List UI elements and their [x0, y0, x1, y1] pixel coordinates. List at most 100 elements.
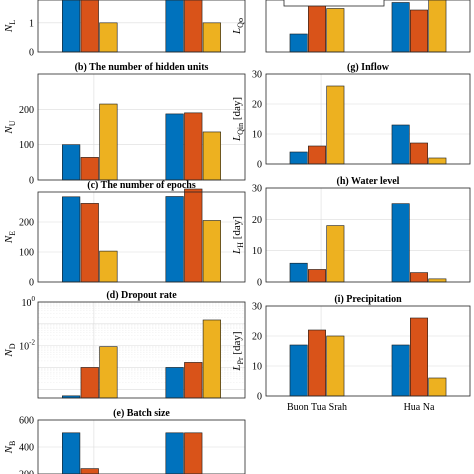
bar-e-s1-c2 — [165, 432, 184, 474]
y-axis-label: LQin [day] — [231, 97, 245, 142]
bar-i-s1-c2 — [391, 344, 410, 397]
axes-frame — [265, 305, 471, 397]
bar-d-s1-c2 — [165, 367, 184, 399]
bar-b-s2-c2 — [184, 112, 203, 181]
y-tick-label: 20 — [252, 100, 262, 111]
y-tick-label: 400 — [19, 443, 34, 454]
bar-g-s3-c1 — [326, 85, 345, 165]
y-tick-label: 100 — [19, 248, 34, 259]
y-tick-label: 30 — [252, 184, 262, 195]
bar-i-s2-c1 — [308, 329, 326, 397]
bar-f-s3-c2 — [428, 0, 447, 53]
y-axis-label: NU — [3, 120, 17, 134]
bar-h-s2-c1 — [308, 269, 326, 283]
bar-c-s1-c1 — [62, 196, 81, 283]
y-axis-label: LPr [day] — [231, 331, 245, 371]
bar-f-s1-c2 — [391, 2, 410, 53]
bar-h-s3-c2 — [428, 278, 447, 283]
bar-g-s2-c1 — [308, 145, 326, 165]
y-tick-label: 10-2 — [19, 339, 35, 353]
bar-c-s3-c1 — [99, 250, 118, 283]
bar-i-s2-c2 — [410, 317, 428, 397]
bar-b-s1-c1 — [62, 144, 81, 181]
bar-f-s2-c1 — [308, 5, 326, 53]
panel-a: 0 1 NL — [3, 0, 246, 59]
axes-frame — [37, 419, 246, 474]
bar-c-s2-c1 — [80, 203, 99, 283]
bar-h-s1-c2 — [391, 203, 410, 283]
axes-frame — [265, 73, 471, 165]
y-tick-label: 0 — [29, 278, 34, 289]
panel-g: 0 10 20 30 LQin [day] (g) Inflow — [231, 62, 471, 171]
y-tick-label: 0 — [29, 48, 34, 59]
bar-f-s2-c2 — [410, 9, 428, 53]
bar-g-s3-c2 — [428, 157, 447, 165]
panel-title: (b) The number of hidden units — [75, 62, 209, 73]
bar-e-s1-c1 — [62, 432, 81, 474]
y-tick-label: 200 — [19, 470, 34, 474]
bar-d-s3-c1 — [99, 346, 118, 399]
y-tick-label: 0 — [257, 392, 262, 403]
y-tick-label: 10 — [252, 130, 262, 141]
panel-i: 0 10 20 30 LPr [day] (i) Precipitation Buon Tu… — [231, 294, 471, 413]
axes-frame — [37, 0, 246, 53]
y-tick-label: 0 — [29, 176, 34, 187]
y-tick-label: 100 — [19, 140, 34, 151]
bar-a-s3-c1 — [99, 22, 118, 53]
axes-frame — [37, 73, 246, 181]
y-axis-label: ND — [3, 343, 17, 357]
y-tick-label: 30 — [252, 70, 262, 81]
bar-d-s2-c1 — [80, 367, 99, 399]
axes-frame — [265, 0, 471, 53]
bar-f-s3-c1 — [326, 8, 345, 53]
axes-frame — [265, 187, 471, 283]
y-tick-label: 10 — [252, 362, 262, 373]
panel-f: LQo — [231, 0, 471, 53]
bar-a-s3-c2 — [202, 22, 221, 53]
bar-a-s2-c2 — [184, 0, 203, 53]
bar-h-s2-c2 — [410, 272, 428, 283]
bar-d-s2-c2 — [184, 362, 203, 399]
panel-title: (i) Precipitation — [334, 294, 402, 305]
bar-b-s2-c1 — [80, 157, 99, 181]
bar-b-s3-c2 — [202, 131, 221, 181]
bar-h-s1-c1 — [289, 262, 308, 283]
bar-c-s1-c2 — [165, 196, 184, 283]
bar-b-s1-c2 — [165, 113, 184, 181]
bar-i-s1-c1 — [289, 344, 308, 397]
y-tick-label: 200 — [19, 105, 34, 116]
x-tick-label: Buon Tua Srah — [287, 402, 347, 413]
bar-a-s1-c2 — [165, 0, 184, 53]
y-axis-label: LQo — [231, 18, 245, 35]
bar-e-s2-c1 — [80, 468, 99, 474]
x-tick-label: Hua Na — [404, 402, 435, 413]
y-axis-label: NL — [3, 20, 17, 33]
bar-a-s2-c1 — [80, 0, 99, 53]
panel-h: 0 10 20 30 LH [day] (h) Water level — [231, 176, 471, 289]
y-tick-label: 1 — [29, 18, 34, 29]
axes-frame — [37, 191, 246, 283]
axes-frame — [37, 301, 246, 399]
y-tick-label: 30 — [252, 302, 262, 313]
bar-c-s3-c2 — [202, 220, 221, 283]
bar-h-s3-c1 — [326, 225, 345, 283]
panel-title: (d) Dropout rate — [106, 290, 177, 301]
panel-title: (h) Water level — [337, 176, 400, 187]
y-axis-label: NB — [3, 441, 17, 455]
y-tick-label: 20 — [252, 332, 262, 343]
bar-d-s3-c2 — [202, 319, 221, 399]
bar-g-s1-c2 — [391, 124, 410, 165]
y-tick-label: 600 — [19, 416, 34, 427]
y-tick-label: 0 — [257, 278, 262, 289]
panel-d: 100 10-2ND (d) Dropout rate — [3, 290, 246, 399]
y-tick-label: 100 — [22, 295, 36, 309]
panel-title: (e) Batch size — [113, 408, 170, 419]
panel-e: 200 400 600 NB (e) Batch size — [3, 408, 246, 474]
y-tick-label: 10 — [252, 246, 262, 257]
bar-b-s3-c1 — [99, 103, 118, 181]
bar-e-s2-c2 — [184, 432, 203, 474]
